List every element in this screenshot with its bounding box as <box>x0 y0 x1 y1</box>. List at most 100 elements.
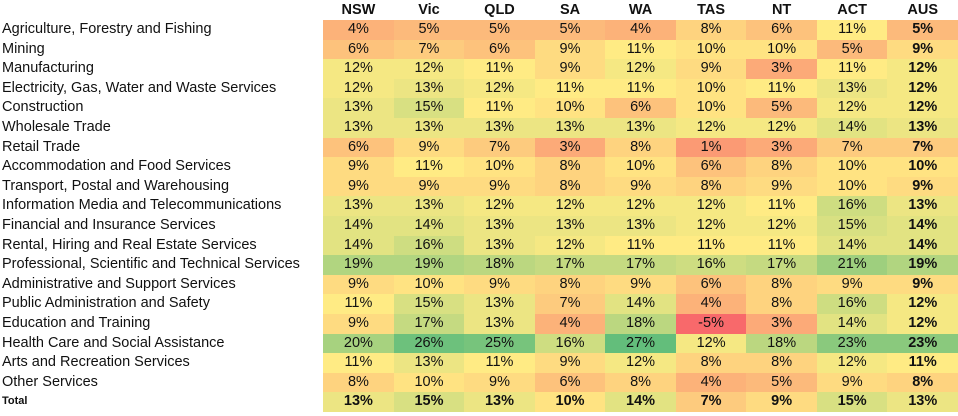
heatmap-cell-vic: 16% <box>393 235 465 256</box>
heatmap-cell-aus: 14% <box>887 235 958 256</box>
heatmap-cell-qld: 9% <box>464 372 535 393</box>
heatmap-cell-qld: 6% <box>464 39 535 60</box>
heatmap-cell-nt: 8% <box>746 157 817 177</box>
heatmap-cell-act: 11% <box>816 20 888 40</box>
heatmap-cell-qld: 13% <box>464 215 535 236</box>
heatmap-cell-nsw: 13% <box>323 196 394 216</box>
table-row: Mining 6% 7% 6% 9% 11% 10% 10% 5% 9% <box>0 39 958 60</box>
column-header-nsw: NSW <box>323 0 394 20</box>
heatmap-cell-vic: 13% <box>393 353 465 373</box>
heatmap-cell-wa: 6% <box>605 98 676 118</box>
row-label: Arts and Recreation Services <box>0 353 324 373</box>
heatmap-cell-tas: 8% <box>675 20 747 40</box>
heatmap-cell-aus: 12% <box>887 98 958 118</box>
heatmap-cell-nsw: 12% <box>323 59 394 79</box>
heatmap-cell-act: 16% <box>816 294 888 314</box>
heatmap-cell-sa: 11% <box>534 78 606 99</box>
table-row: Public Administration and Safety 11% 15% 13… <box>0 294 958 314</box>
heatmap-cell-aus: 5% <box>887 20 958 40</box>
heatmap-cell-aus: 19% <box>887 255 958 275</box>
heatmap-cell-tas: 12% <box>675 196 747 216</box>
heatmap-cell-nsw: 9% <box>323 157 394 177</box>
heatmap-cell-wa: 8% <box>605 372 676 393</box>
heatmap-cell-aus: 10% <box>887 157 958 177</box>
heatmap-cell-sa: 13% <box>534 117 606 138</box>
row-label: Public Administration and Safety <box>0 294 324 314</box>
table-row: Financial and Insurance Services 14% 14% 13… <box>0 215 958 236</box>
heatmap-cell-nsw: 14% <box>323 235 394 256</box>
column-header-sa: SA <box>534 0 606 20</box>
table-row: Administrative and Support Services 9% 10%… <box>0 274 958 295</box>
row-label: Information Media and Telecommunications <box>0 196 324 216</box>
heatmap-cell-wa: 14% <box>605 294 676 314</box>
row-label: Health Care and Social Assistance <box>0 333 324 354</box>
heatmap-cell-sa: 17% <box>534 255 606 275</box>
heatmap-cell-nt: 5% <box>746 372 817 393</box>
heatmap-cell-vic: 10% <box>393 274 465 295</box>
heatmap-cell-aus: 11% <box>887 353 958 373</box>
heatmap-cell-wa: 18% <box>605 313 676 334</box>
heatmap-cell-tas: 6% <box>675 274 747 295</box>
heatmap-cell-nt: 12% <box>746 215 817 236</box>
heatmap-cell-act: 23% <box>816 333 888 354</box>
heatmap-cell-aus: 9% <box>887 274 958 295</box>
heatmap-cell-sa: 12% <box>534 196 606 216</box>
heatmap-cell-sa: 10% <box>534 98 606 118</box>
heatmap-cell-wa: 11% <box>605 235 676 256</box>
heatmap-cell-tas: 12% <box>675 117 747 138</box>
heatmap-cell-nsw: 4% <box>323 20 394 40</box>
table-row: Education and Training 9% 17% 13% 4% 18% -5% 3%… <box>0 313 958 334</box>
heatmap-cell-vic: 26% <box>393 333 465 354</box>
heatmap-cell-tas: -5% <box>675 313 747 334</box>
heatmap-cell-aus: 7% <box>887 137 958 158</box>
heatmap-cell-sa: 4% <box>534 313 606 334</box>
heatmap-cell-act: 11% <box>816 59 888 79</box>
row-label: Transport, Postal and Warehousing <box>0 176 324 197</box>
column-header-aus: AUS <box>887 0 958 20</box>
heatmap-cell-vic: 11% <box>393 157 465 177</box>
heatmap-cell-wa: 12% <box>605 196 676 216</box>
heatmap-cell-act: 21% <box>816 255 888 275</box>
row-label: Administrative and Support Services <box>0 274 324 295</box>
heatmap-cell-vic: 15% <box>393 98 465 118</box>
table-body: Agriculture, Forestry and Fishing 4% 5% 5% 5… <box>0 20 958 412</box>
heatmap-cell-act: 5% <box>816 39 888 60</box>
heatmap-cell-aus: 9% <box>887 176 958 197</box>
heatmap-cell-wa: 12% <box>605 353 676 373</box>
heatmap-cell-aus: 14% <box>887 215 958 236</box>
heatmap-cell-sa: 3% <box>534 137 606 158</box>
heatmap-cell-qld: 7% <box>464 137 535 158</box>
row-label: Agriculture, Forestry and Fishing <box>0 20 324 40</box>
heatmap-cell-act: 7% <box>816 137 888 158</box>
column-header-act: ACT <box>816 0 888 20</box>
heatmap-cell-nsw: 13% <box>323 392 394 412</box>
row-label: Electricity, Gas, Water and Waste Servic… <box>0 78 324 99</box>
heatmap-cell-nt: 3% <box>746 59 817 79</box>
heatmap-cell-wa: 11% <box>605 39 676 60</box>
heatmap-cell-wa: 27% <box>605 333 676 354</box>
row-label: Accommodation and Food Services <box>0 157 324 177</box>
heatmap-cell-sa: 13% <box>534 215 606 236</box>
column-header-wa: WA <box>605 0 676 20</box>
heatmap-cell-wa: 9% <box>605 176 676 197</box>
row-label: Manufacturing <box>0 59 324 79</box>
row-label: Professional, Scientific and Technical S… <box>0 255 324 275</box>
heatmap-cell-sa: 9% <box>534 59 606 79</box>
table-row: Other Services 8% 10% 9% 6% 8% 4% 5% 9% 8% <box>0 372 958 393</box>
heatmap-cell-nt: 10% <box>746 39 817 60</box>
heatmap-cell-nsw: 11% <box>323 294 394 314</box>
heatmap-cell-act: 15% <box>816 215 888 236</box>
heatmap-cell-nt: 11% <box>746 235 817 256</box>
heatmap-cell-nsw: 9% <box>323 313 394 334</box>
table-row: Agriculture, Forestry and Fishing 4% 5% 5% 5… <box>0 20 958 40</box>
heatmap-cell-tas: 11% <box>675 235 747 256</box>
heatmap-cell-act: 14% <box>816 117 888 138</box>
heatmap-cell-act: 12% <box>816 353 888 373</box>
heatmap-cell-wa: 13% <box>605 117 676 138</box>
heatmap-cell-nsw: 9% <box>323 176 394 197</box>
heatmap-cell-vic: 12% <box>393 59 465 79</box>
row-label: Mining <box>0 39 324 60</box>
heatmap-cell-tas: 9% <box>675 59 747 79</box>
table-row: Professional, Scientific and Technical S… <box>0 255 958 275</box>
